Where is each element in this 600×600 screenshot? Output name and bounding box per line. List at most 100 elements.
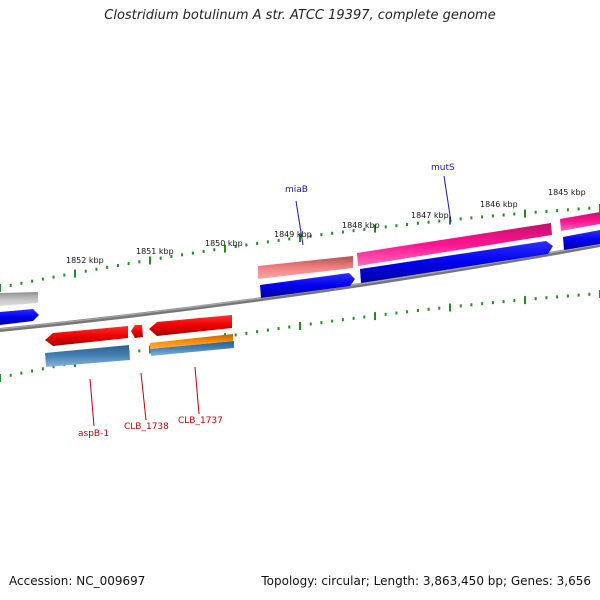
inner-ring-minor-tick	[459, 304, 462, 308]
outer-ring-minor-tick	[159, 256, 162, 260]
inner-ring-minor-tick	[256, 330, 259, 334]
inner-ring-minor-tick	[31, 369, 34, 373]
cds-feature-next[interactable]	[563, 230, 600, 250]
outer-ring-minor-tick	[395, 224, 398, 228]
cds-feature-CLB_1737[interactable]	[149, 315, 232, 336]
inner-ring-minor-tick	[41, 367, 44, 371]
outer-ring-minor-tick	[106, 265, 109, 269]
outer-ring-minor-tick	[116, 264, 119, 267]
outer-ring-minor-tick	[9, 283, 12, 287]
inner-ring-minor-tick	[266, 328, 269, 332]
inner-ring-minor-tick	[566, 294, 569, 298]
gene-label-mutS[interactable]: mutS	[431, 163, 455, 173]
outer-ring-major-tick	[374, 224, 376, 233]
outer-ring-minor-tick	[438, 219, 441, 223]
outer-ring-minor-tick	[63, 273, 66, 277]
outer-ring-minor-tick	[41, 277, 44, 281]
inner-ring-minor-tick	[245, 331, 248, 335]
inner-ring-minor-tick	[288, 325, 291, 329]
outer-ring-minor-tick	[556, 209, 559, 213]
cds-feature-forward[interactable]	[0, 309, 39, 325]
callout-line-CLB_1738	[140, 372, 147, 421]
kbp-label-1848: 1848 kbp	[342, 221, 380, 230]
gene-feature-aspB-1[interactable]	[45, 345, 130, 367]
outer-ring-minor-tick	[341, 230, 344, 234]
outer-ring-minor-tick	[502, 213, 505, 217]
inner-ring-minor-tick	[331, 319, 334, 323]
gene-feature-CLB_1737-steel[interactable]	[150, 341, 234, 356]
inner-ring-minor-tick	[416, 309, 419, 312]
gene-feature-next-pink[interactable]	[560, 212, 600, 231]
outer-ring-minor-tick	[288, 237, 291, 241]
outer-ring-minor-tick	[416, 221, 419, 225]
inner-ring-major-tick	[374, 312, 376, 321]
cds-feature-miaB[interactable]	[260, 273, 355, 298]
outer-ring-minor-tick	[588, 206, 591, 210]
inner-ring-major-tick	[449, 303, 451, 312]
inner-ring-minor-tick	[138, 349, 141, 353]
outer-ring-minor-tick	[20, 281, 23, 285]
kbp-label-1847: 1847 kbp	[411, 211, 449, 220]
inner-ring-major-tick	[149, 345, 151, 354]
inner-ring-major-tick	[299, 322, 301, 330]
kbp-label-1845: 1845 kbp	[548, 188, 586, 197]
inner-ring-minor-tick	[491, 301, 494, 305]
outer-ring-major-tick	[0, 284, 1, 292]
genome-backbone	[0, 243, 600, 332]
outer-ring-minor-tick	[181, 253, 184, 257]
inner-ring-major-tick	[524, 296, 526, 305]
outer-ring-major-tick	[449, 216, 451, 225]
outer-ring-minor-tick	[320, 233, 323, 237]
outer-tick-ring	[0, 204, 600, 292]
outer-ring-minor-tick	[470, 216, 473, 220]
outer-ring-minor-tick	[491, 214, 494, 218]
outer-ring-minor-tick	[234, 245, 237, 248]
gene-label-miaB[interactable]: miaB	[285, 185, 308, 195]
inner-ring-minor-tick	[427, 307, 430, 311]
outer-ring-major-tick	[524, 209, 526, 218]
callout-line-miaB	[295, 200, 304, 246]
gene-label-aspB-1[interactable]: aspB-1	[78, 429, 109, 439]
outer-ring-minor-tick	[331, 231, 334, 235]
outer-ring-minor-tick	[427, 220, 430, 224]
cds-feature-mutS[interactable]	[360, 241, 553, 283]
outer-ring-major-tick	[299, 234, 301, 242]
outer-ring-minor-tick	[384, 225, 387, 229]
outer-ring-minor-tick	[459, 217, 462, 221]
inner-ring-minor-tick	[352, 316, 355, 320]
inner-ring-minor-tick	[320, 321, 323, 325]
outer-ring-minor-tick	[138, 260, 141, 264]
outer-ring-major-tick	[224, 244, 226, 253]
outer-ring-minor-tick	[566, 208, 569, 212]
inner-ring-minor-tick	[588, 292, 591, 296]
gene-feature-CLB_1737[interactable]	[150, 334, 233, 349]
outer-ring-minor-tick	[513, 212, 516, 216]
topology-text: Topology: circular; Length: 3,863,450 bp…	[261, 574, 591, 588]
outer-ring-minor-tick	[309, 234, 312, 238]
outer-ring-minor-tick	[352, 229, 355, 233]
inner-ring-minor-tick	[20, 371, 23, 375]
outer-ring-minor-tick	[481, 215, 484, 219]
inner-ring-minor-tick	[470, 303, 473, 307]
outer-ring-minor-tick	[534, 210, 537, 214]
outer-ring-minor-tick	[31, 279, 34, 283]
cds-feature-CLB_1738[interactable]	[131, 325, 143, 338]
outer-ring-minor-tick	[577, 207, 580, 211]
inner-ring-minor-tick	[534, 297, 537, 301]
outer-ring-minor-tick	[266, 240, 269, 244]
cds-feature-aspB-1[interactable]	[45, 326, 128, 346]
inner-ring-minor-tick	[481, 302, 484, 306]
gene-label-CLB_1737[interactable]: CLB_1737	[178, 416, 223, 426]
accession-text: Accession: NC_009697	[9, 574, 146, 588]
gene-label-CLB_1738[interactable]: CLB_1738	[124, 422, 169, 432]
gene-feature-gray[interactable]	[0, 292, 38, 306]
gene-feature-miaB[interactable]	[258, 256, 353, 279]
outer-ring-minor-tick	[256, 241, 259, 245]
kbp-label-1846: 1846 kbp	[480, 200, 518, 209]
gene-feature-mutS[interactable]	[357, 223, 552, 266]
outer-ring-minor-tick	[52, 275, 55, 279]
kbp-label-1851: 1851 kbp	[136, 247, 174, 256]
inner-ring-minor-tick	[309, 322, 312, 326]
